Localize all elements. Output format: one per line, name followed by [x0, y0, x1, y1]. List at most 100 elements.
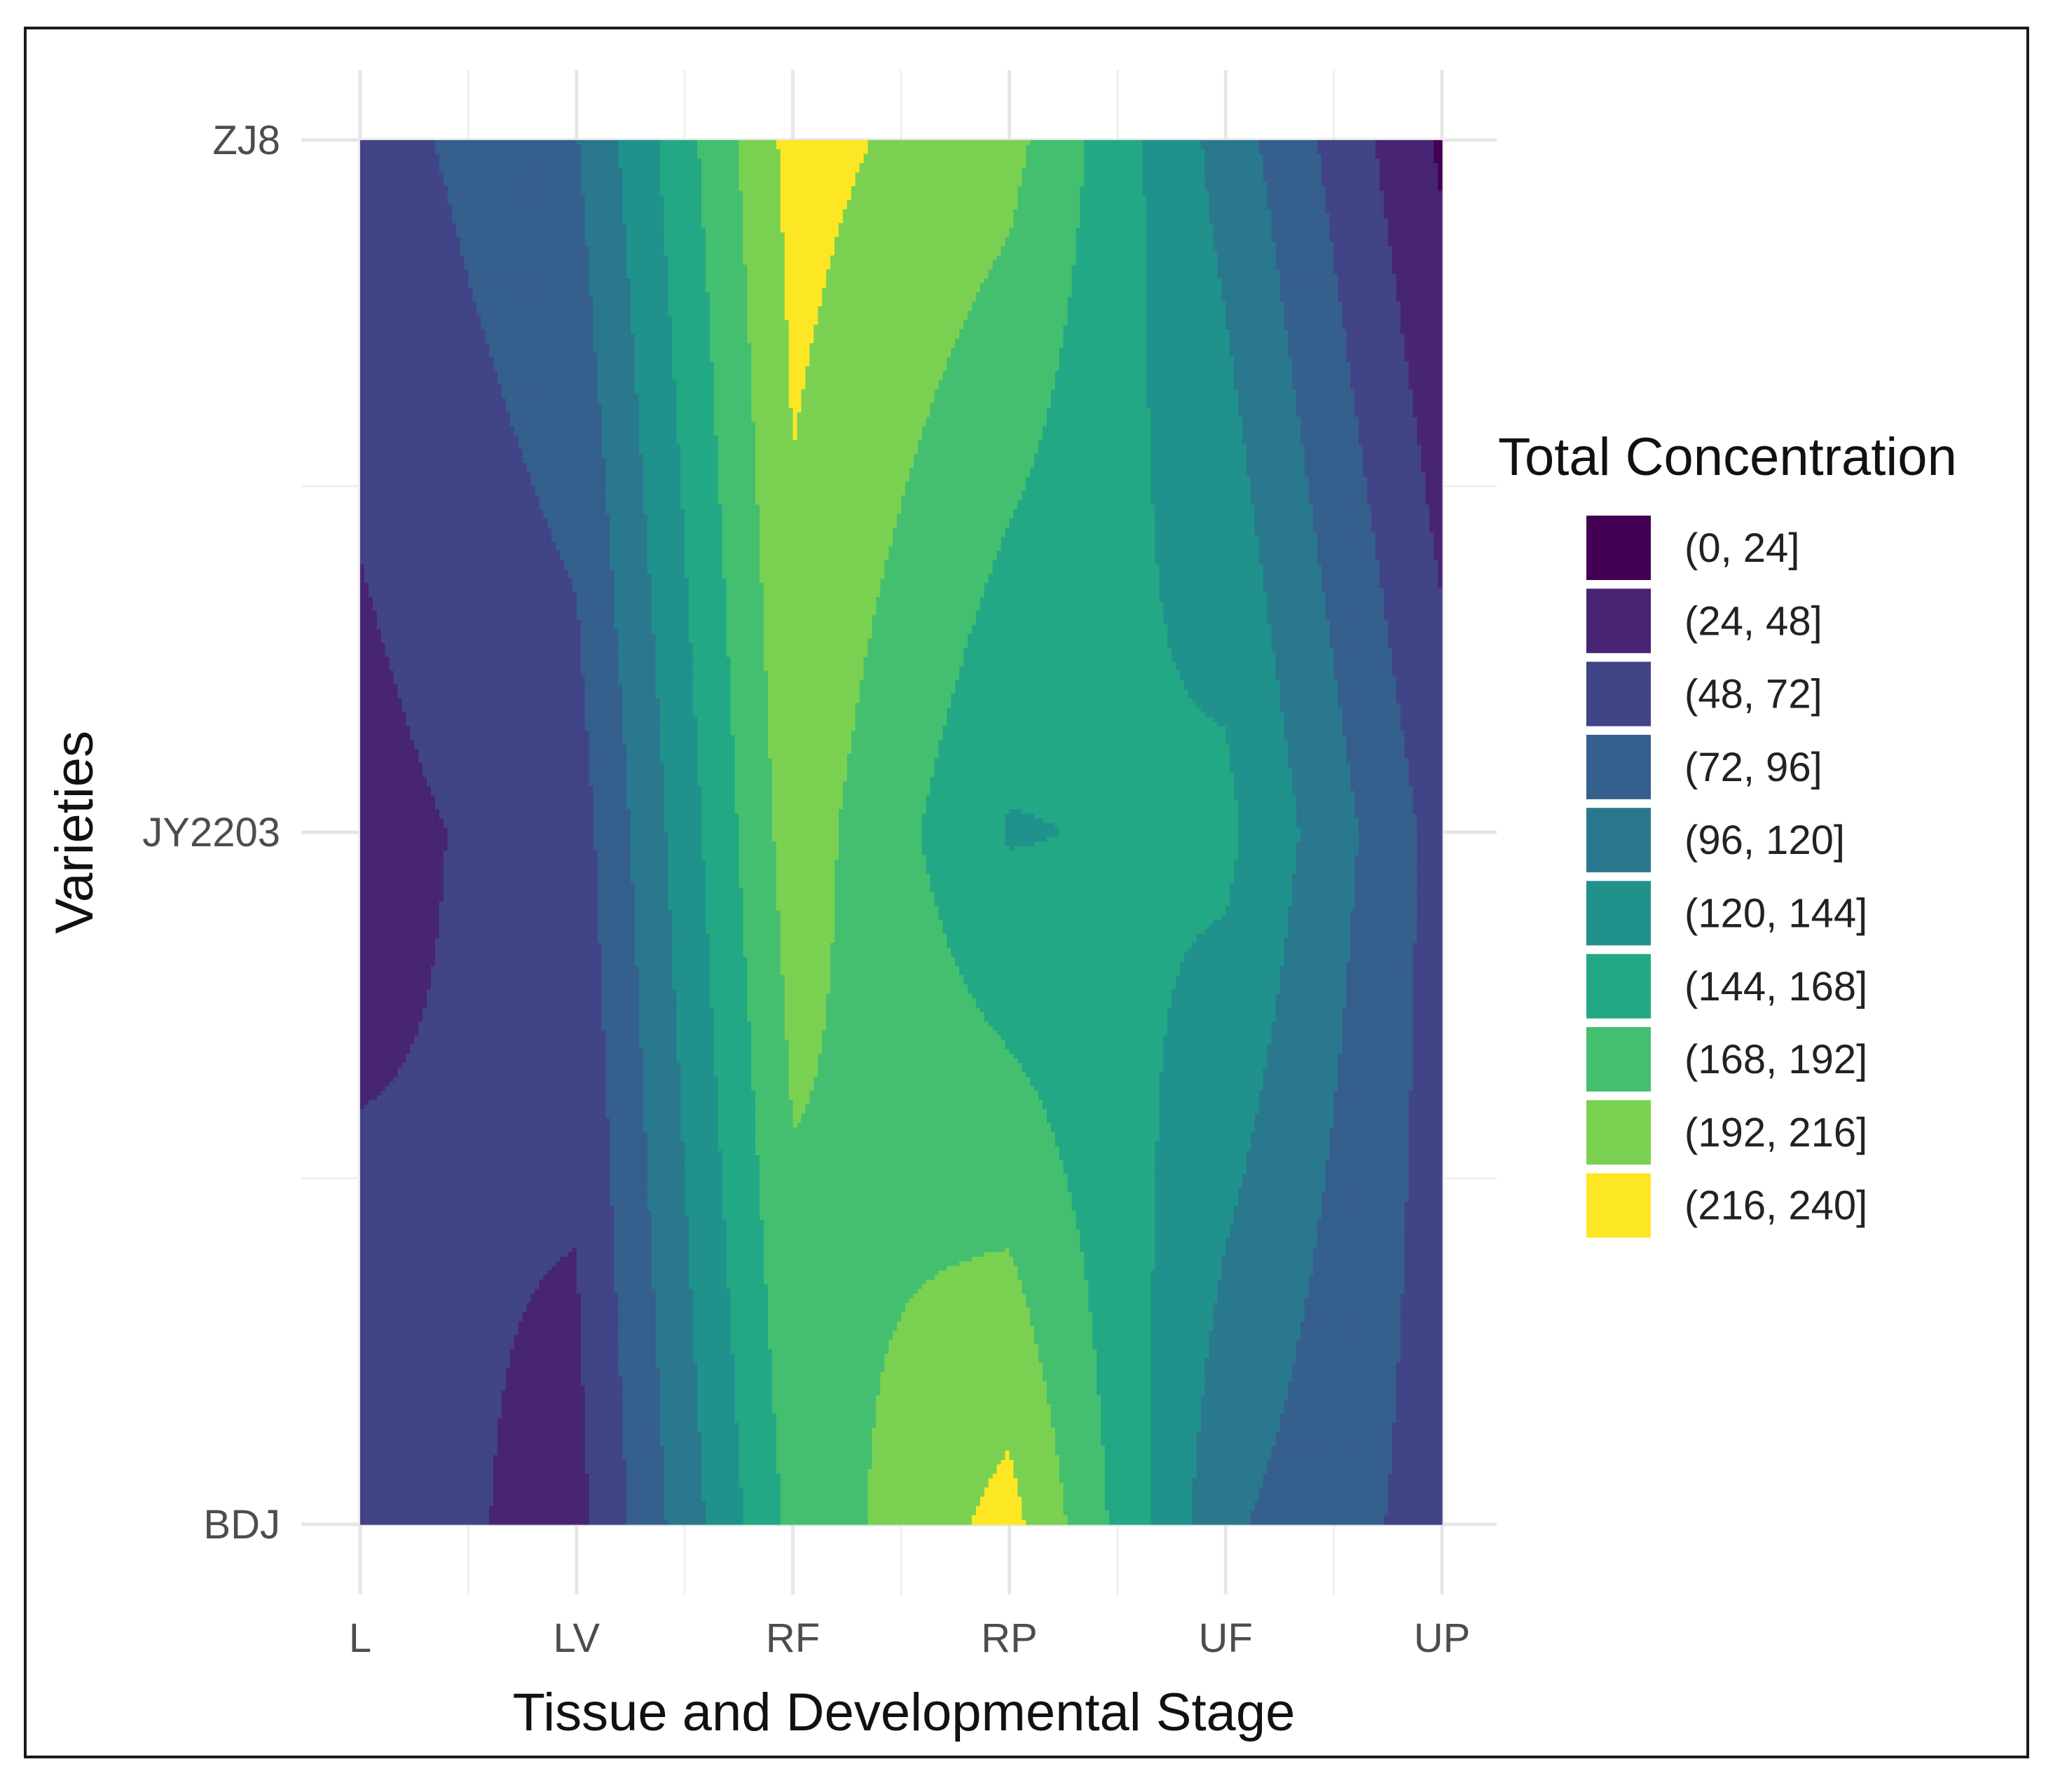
contour-cell — [530, 149, 535, 154]
contour-cell — [381, 163, 386, 168]
contour-cell — [781, 154, 785, 159]
contour-cell — [718, 168, 723, 173]
contour-cell — [972, 163, 977, 168]
contour-cell — [1092, 140, 1097, 145]
contour-cell — [626, 158, 631, 163]
contour-cell — [1268, 149, 1272, 154]
contour-cell — [506, 154, 511, 159]
contour-cell — [914, 158, 919, 163]
contour-cell — [789, 158, 794, 163]
contour-cell — [1146, 172, 1151, 177]
contour-cell — [1217, 149, 1222, 154]
contour-cell — [460, 149, 465, 154]
contour-cell — [997, 145, 1002, 150]
contour-cell — [530, 177, 535, 182]
contour-cell — [1092, 158, 1097, 163]
contour-cell — [1350, 158, 1355, 163]
contour-cell — [1380, 149, 1385, 154]
contour-cell — [813, 172, 818, 177]
contour-cell — [519, 145, 523, 150]
contour-cell — [485, 177, 490, 182]
contour-cell — [377, 168, 382, 173]
contour-cell — [1251, 163, 1256, 168]
contour-cell — [727, 149, 732, 154]
contour-cell — [406, 154, 411, 159]
contour-cell — [1163, 168, 1168, 173]
contour-cell — [1205, 168, 1210, 173]
contour-cell — [664, 158, 669, 163]
contour-cell — [1225, 158, 1230, 163]
contour-cell — [373, 172, 378, 177]
contour-cell — [968, 177, 973, 182]
contour-cell — [710, 163, 715, 168]
contour-cell — [410, 163, 415, 168]
contour-cell — [1217, 158, 1222, 163]
contour-cell — [1084, 158, 1089, 163]
contour-cell — [1354, 154, 1359, 159]
contour-cell — [464, 145, 469, 150]
contour-cell — [731, 149, 736, 154]
contour-cell — [1055, 140, 1060, 145]
contour-cell — [1367, 154, 1372, 159]
contour-cell — [556, 145, 561, 150]
contour-cell — [1284, 177, 1289, 182]
contour-cell — [444, 177, 448, 182]
contour-cell — [1138, 149, 1143, 154]
contour-cell — [1396, 172, 1401, 177]
contour-cell — [1405, 149, 1410, 154]
contour-cell — [689, 140, 694, 145]
contour-cell — [547, 149, 552, 154]
contour-cell — [922, 145, 927, 150]
contour-cell — [856, 158, 860, 163]
contour-cell — [1026, 168, 1031, 173]
contour-cell — [880, 163, 885, 168]
contour-cell — [1279, 145, 1284, 150]
contour-cell — [980, 158, 985, 163]
contour-cell — [1047, 163, 1052, 168]
contour-cell — [1388, 158, 1393, 163]
contour-cell — [1363, 163, 1368, 168]
contour-cell — [1238, 177, 1243, 182]
contour-cell — [781, 158, 785, 163]
contour-cell — [942, 149, 947, 154]
contour-cell — [1043, 158, 1048, 163]
contour-cell — [864, 163, 869, 168]
contour-cell — [622, 168, 627, 173]
contour-cell — [864, 172, 869, 177]
contour-cell — [418, 168, 423, 173]
contour-cell — [1113, 177, 1118, 182]
contour-cell — [631, 163, 636, 168]
contour-cell — [839, 163, 844, 168]
contour-cell — [568, 140, 573, 145]
contour-cell — [1022, 140, 1026, 145]
contour-cell — [1234, 145, 1239, 150]
contour-cell — [377, 158, 382, 163]
contour-cell — [614, 163, 619, 168]
contour-cell — [423, 177, 427, 182]
contour-cell — [959, 149, 964, 154]
contour-cell — [1230, 163, 1235, 168]
contour-cell — [680, 168, 685, 173]
contour-cell — [739, 140, 743, 145]
contour-cell — [1217, 168, 1222, 173]
contour-cell — [1084, 149, 1089, 154]
contour-cell — [397, 177, 402, 182]
contour-cell — [506, 163, 511, 168]
contour-cell — [1076, 149, 1080, 154]
contour-cell — [527, 163, 532, 168]
contour-cell — [481, 140, 486, 145]
contour-cell — [1408, 172, 1413, 177]
contour-cell — [435, 140, 440, 145]
contour-cell — [448, 158, 453, 163]
contour-cell — [530, 154, 535, 159]
contour-cell — [1026, 172, 1031, 177]
contour-cell — [1363, 140, 1368, 145]
contour-cell — [452, 172, 457, 177]
contour-cell — [1088, 163, 1093, 168]
contour-cell — [1421, 149, 1426, 154]
contour-cell — [727, 172, 732, 177]
contour-cell — [1064, 163, 1069, 168]
contour-cell — [519, 168, 523, 173]
contour-cell — [1155, 163, 1160, 168]
contour-cell — [1142, 168, 1147, 173]
